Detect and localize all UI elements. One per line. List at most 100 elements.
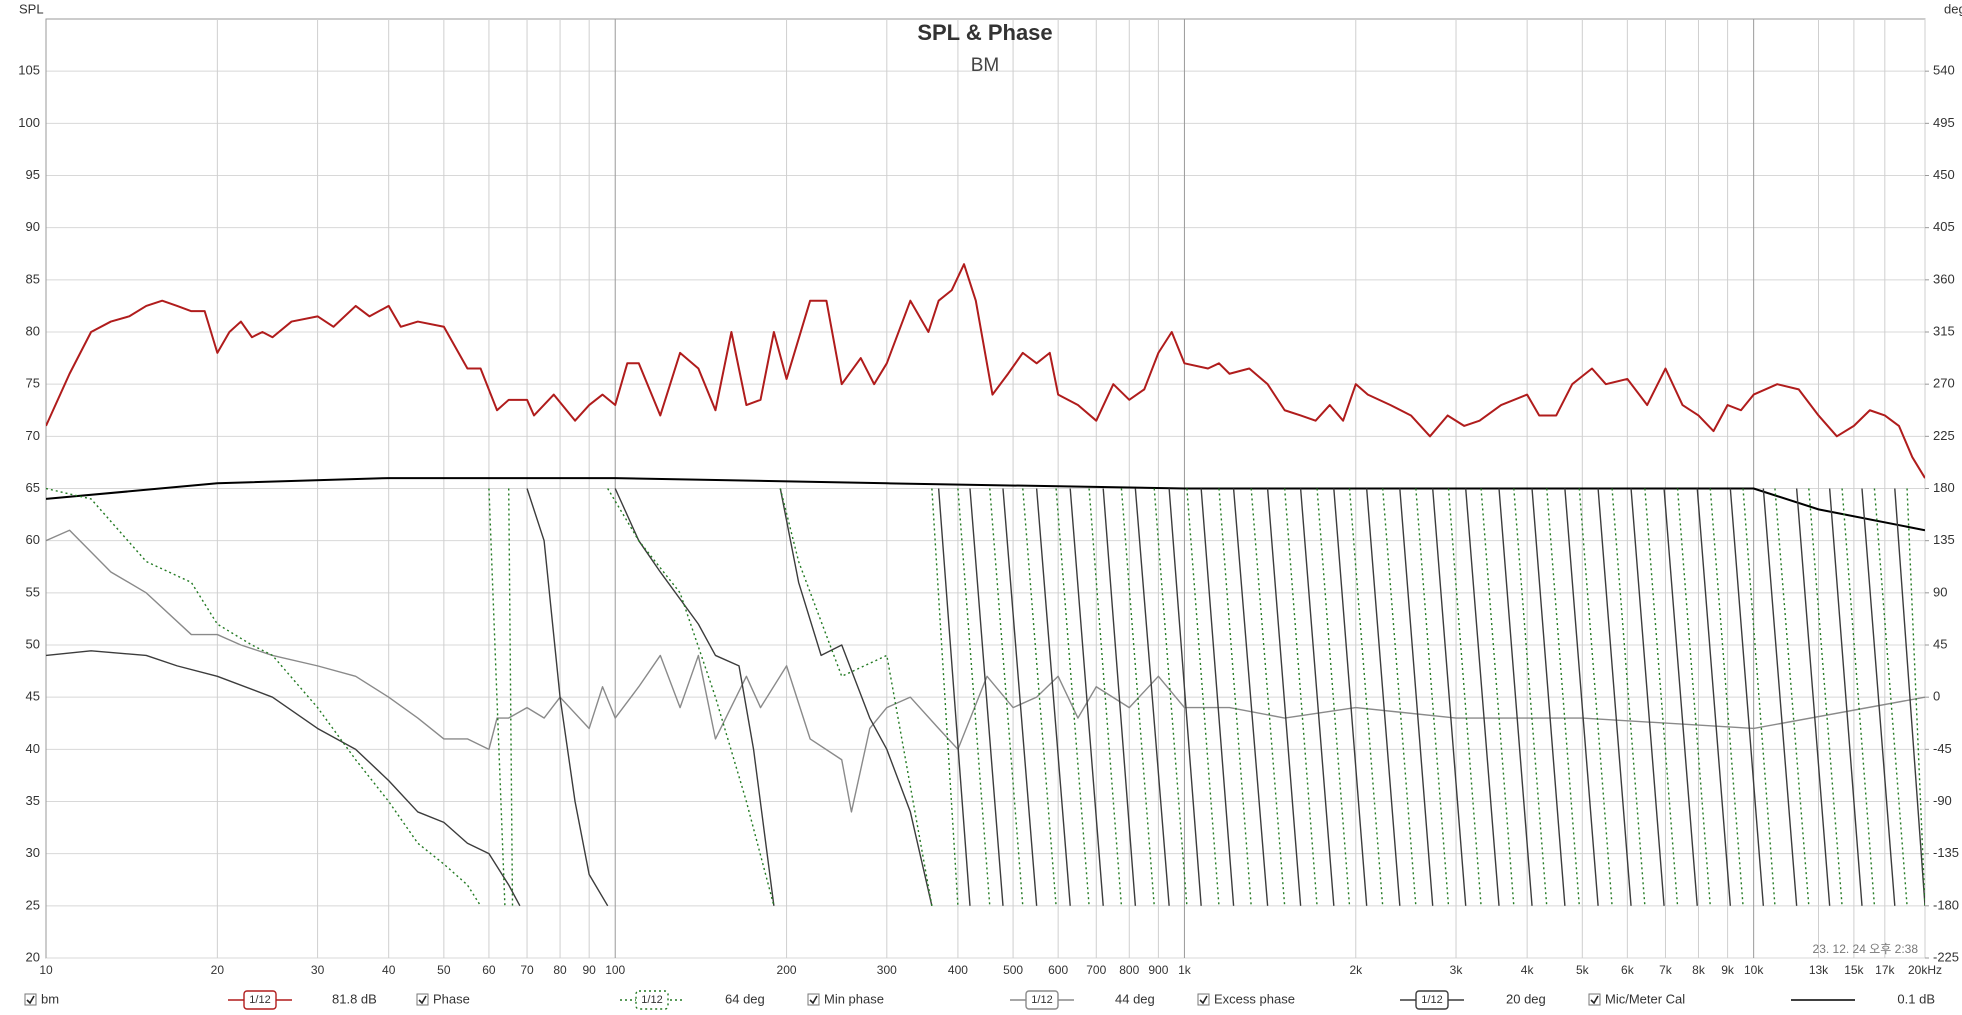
y2-tick-label: 45 <box>1933 636 1947 651</box>
y2-tick-label: 315 <box>1933 323 1955 338</box>
legend-readout: 20 deg <box>1506 991 1546 1006</box>
y-tick-label: 50 <box>26 636 40 651</box>
y2-tick-label: -180 <box>1933 897 1959 912</box>
smoothing-label[interactable]: 1/12 <box>1421 994 1442 1006</box>
x-tick-label: 17k <box>1875 963 1895 977</box>
y-tick-label: 105 <box>18 63 40 78</box>
legend-readout: 64 deg <box>725 991 765 1006</box>
y-tick-label: 80 <box>26 323 40 338</box>
x-tick-label: 80 <box>553 963 567 977</box>
x-tick-label: 300 <box>877 963 897 977</box>
y2-tick-label: 450 <box>1933 167 1955 182</box>
legend-checkmark[interactable] <box>1199 995 1208 1005</box>
x-tick-label: 2k <box>1349 963 1363 977</box>
legend-name: Excess phase <box>1214 991 1295 1006</box>
series-line <box>46 487 1925 907</box>
x-tick-label: 500 <box>1003 963 1023 977</box>
legend-name: Phase <box>433 991 470 1006</box>
series-line <box>46 477 1925 532</box>
x-tick-label: 90 <box>582 963 596 977</box>
x-tick-label: 100 <box>605 963 625 977</box>
y-tick-label: 45 <box>26 689 40 704</box>
x-tick-label: 800 <box>1119 963 1139 977</box>
y2-tick-label: -135 <box>1933 845 1959 860</box>
y-tick-label: 70 <box>26 428 40 443</box>
legend-name: Min phase <box>824 991 884 1006</box>
smoothing-button[interactable] <box>243 990 277 1010</box>
legend-checkmark[interactable] <box>418 995 427 1005</box>
series-line <box>46 263 1925 479</box>
x-tick-label: 30 <box>311 963 325 977</box>
y2-tick-label: 0 <box>1933 689 1940 704</box>
y-tick-label: 100 <box>18 115 40 130</box>
timestamp: 23. 12. 24 오후 2:38 <box>1813 942 1919 956</box>
y2-tick-label: 495 <box>1933 115 1955 130</box>
legend-readout: 0.1 dB <box>1897 991 1935 1006</box>
smoothing-label[interactable]: 1/12 <box>641 994 662 1006</box>
y-tick-label: 90 <box>26 219 40 234</box>
x-tick-label: 15k <box>1844 963 1864 977</box>
x-tick-label: 900 <box>1148 963 1168 977</box>
x-tick-label: 4k <box>1521 963 1535 977</box>
x-tick-label: 60 <box>482 963 496 977</box>
y-tick-label: 55 <box>26 584 40 599</box>
x-tick-label: 10k <box>1744 963 1764 977</box>
x-tick-label: 1k <box>1178 963 1192 977</box>
x-tick-label: 10 <box>39 963 53 977</box>
legend-checkbox[interactable] <box>807 993 820 1006</box>
smoothing-label[interactable]: 1/12 <box>249 994 270 1006</box>
x-tick-label: 70 <box>520 963 534 977</box>
y2-tick-label: 135 <box>1933 532 1955 547</box>
x-tick-label: 5k <box>1576 963 1590 977</box>
x-tick-label: 8k <box>1692 963 1706 977</box>
y2-tick-label: 270 <box>1933 376 1955 391</box>
legend-readout: 44 deg <box>1115 991 1155 1006</box>
x-tick-label: 700 <box>1086 963 1106 977</box>
legend-checkmark[interactable] <box>1590 995 1599 1005</box>
y-tick-label: 35 <box>26 793 40 808</box>
y-tick-label: 30 <box>26 845 40 860</box>
x-tick-label: 20kHz <box>1908 963 1942 977</box>
y2-tick-label: 225 <box>1933 428 1955 443</box>
y-tick-label: 95 <box>26 167 40 182</box>
x-tick-label: 400 <box>948 963 968 977</box>
smoothing-label[interactable]: 1/12 <box>1031 994 1052 1006</box>
x-tick-label: 7k <box>1659 963 1673 977</box>
legend: bm 1/12 81.8 dB Phase 1/12 64 deg Min phase 1/1… <box>24 990 1935 1010</box>
smoothing-button[interactable] <box>635 990 669 1010</box>
y-tick-label: 40 <box>26 741 40 756</box>
y2-tick-label: -45 <box>1933 741 1952 756</box>
series-lines <box>46 263 1925 907</box>
y-tick-label: 25 <box>26 897 40 912</box>
y2-tick-label: 540 <box>1933 63 1955 78</box>
series-line <box>46 529 1925 813</box>
smoothing-button[interactable] <box>1025 990 1059 1010</box>
x-tick-label: 20 <box>211 963 225 977</box>
legend-checkbox[interactable] <box>1588 993 1601 1006</box>
y2-tick-label: 180 <box>1933 480 1955 495</box>
legend-checkbox[interactable] <box>24 993 37 1006</box>
x-tick-label: 600 <box>1048 963 1068 977</box>
legend-checkbox[interactable] <box>1197 993 1210 1006</box>
legend-checkbox[interactable] <box>416 993 429 1006</box>
x-tick-label: 50 <box>437 963 451 977</box>
y2-tick-label: 90 <box>1933 584 1947 599</box>
y-tick-label: 75 <box>26 376 40 391</box>
y2-tick-label: 405 <box>1933 219 1955 234</box>
legend-name: Mic/Meter Cal <box>1605 991 1685 1006</box>
chart-subtitle: BM <box>971 55 1000 76</box>
legend-readout: 81.8 dB <box>332 991 377 1006</box>
y-tick-label: 60 <box>26 532 40 547</box>
legend-name: bm <box>41 991 59 1006</box>
x-tick-label: 200 <box>777 963 797 977</box>
x-tick-label: 40 <box>382 963 396 977</box>
series-line <box>46 488 1925 907</box>
y2-tick-label: -225 <box>1933 949 1959 964</box>
legend-checkmark[interactable] <box>809 995 818 1005</box>
smoothing-button[interactable] <box>1415 990 1449 1010</box>
y-axis-label: SPL <box>19 1 44 16</box>
y2-tick-label: 360 <box>1933 271 1955 286</box>
legend-checkmark[interactable] <box>26 995 35 1005</box>
